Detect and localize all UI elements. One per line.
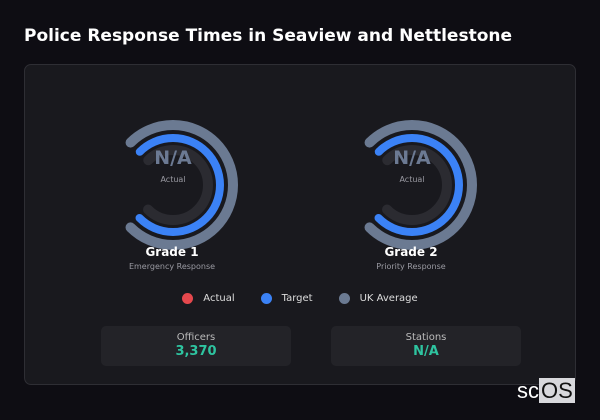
legend-item-actual: Actual bbox=[182, 293, 235, 304]
legend-label: UK Average bbox=[359, 293, 418, 304]
logo-boxed: OS bbox=[539, 378, 575, 403]
stat-value: 3,370 bbox=[175, 344, 217, 359]
legend-item-uk-average: UK Average bbox=[338, 293, 418, 304]
gauge-sub: Actual bbox=[399, 175, 425, 184]
gauge-value: N/A bbox=[154, 147, 192, 169]
legend-dot bbox=[338, 293, 350, 304]
gauge-sub: Actual bbox=[160, 175, 186, 184]
legend-dot bbox=[182, 293, 194, 304]
legend-label: Actual bbox=[203, 293, 235, 304]
uk-average-arc bbox=[107, 119, 238, 250]
page-title: Police Response Times in Seaview and Net… bbox=[24, 26, 513, 46]
gauge-desc: Priority Response bbox=[376, 262, 446, 271]
legend: Actual Target UK Average bbox=[25, 293, 575, 304]
actual-track bbox=[372, 145, 452, 225]
logo-prefix: sc bbox=[517, 378, 539, 403]
gauge-rings bbox=[347, 119, 477, 250]
gauge-label: Grade 2 bbox=[384, 245, 438, 259]
gauge-label: Grade 1 bbox=[145, 245, 199, 259]
target-arc bbox=[361, 134, 463, 236]
response-card: N/A Actual Grade 1 Emergency Response N/… bbox=[24, 64, 576, 385]
stat-stations: Stations N/A bbox=[331, 326, 521, 366]
gauge-grade-2: N/A Actual bbox=[332, 105, 492, 275]
stat-label: Officers bbox=[176, 332, 216, 343]
gauge-grade-1: N/A Actual bbox=[93, 105, 253, 275]
scos-logo: scOS bbox=[517, 378, 575, 404]
stat-value: N/A bbox=[413, 344, 439, 359]
actual-track bbox=[133, 145, 213, 225]
target-arc bbox=[121, 134, 224, 236]
legend-item-target: Target bbox=[260, 293, 313, 304]
gauge-value: N/A bbox=[393, 147, 431, 169]
legend-label: Target bbox=[281, 293, 313, 304]
gauge-rings bbox=[107, 119, 238, 250]
legend-dot bbox=[260, 293, 272, 304]
stat-label: Stations bbox=[405, 332, 447, 343]
uk-average-arc bbox=[347, 119, 477, 250]
gauge-desc: Emergency Response bbox=[128, 262, 216, 271]
stat-officers: Officers 3,370 bbox=[101, 326, 291, 366]
